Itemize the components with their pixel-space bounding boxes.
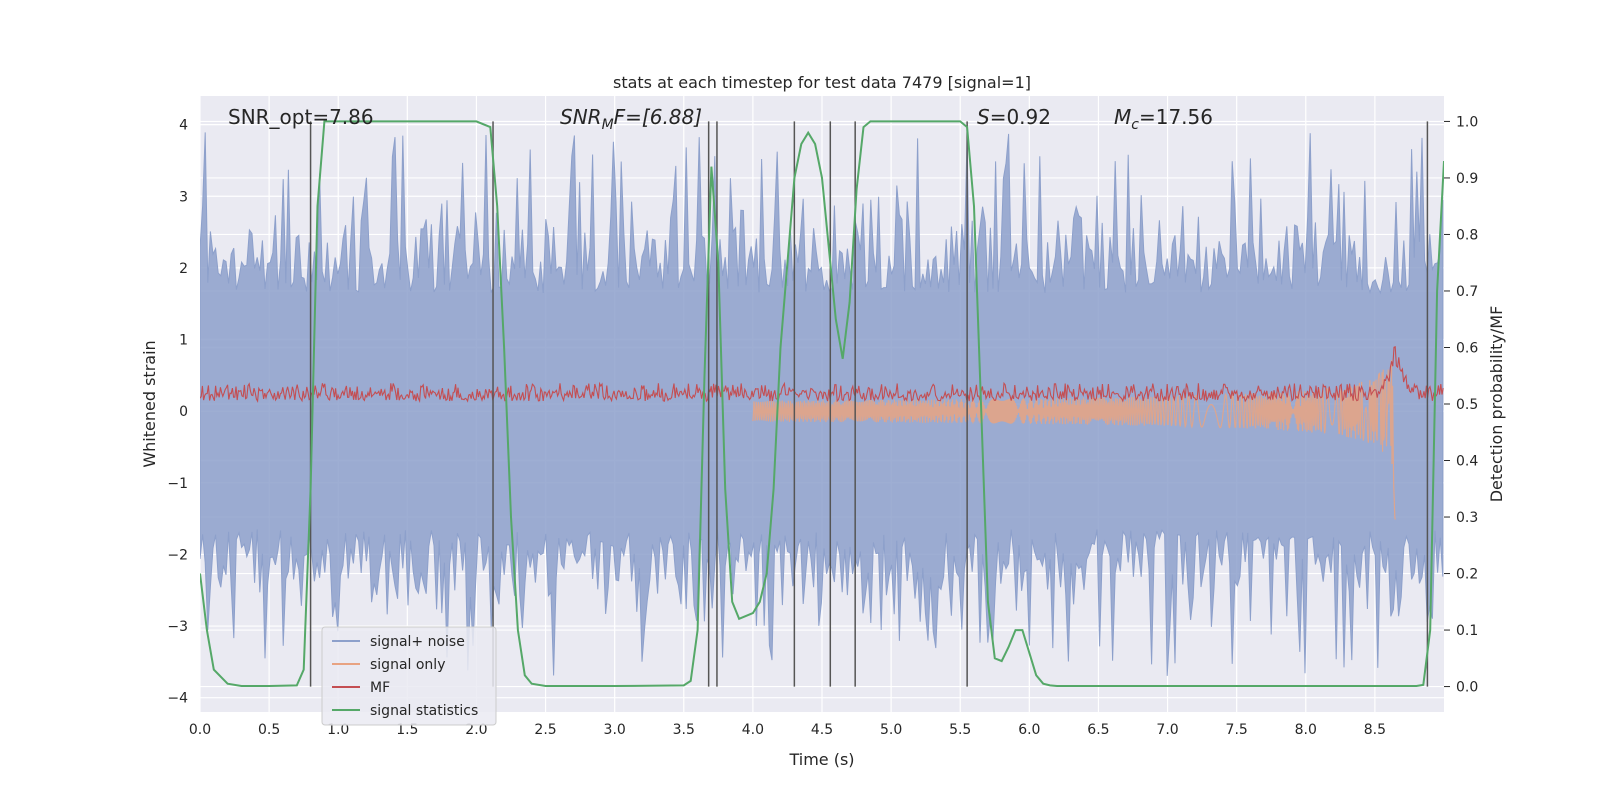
x-tick-label: 6.5: [1087, 722, 1109, 738]
annotation-mc-sub: c: [1131, 117, 1139, 133]
annotation-s-rest: =0.92: [990, 105, 1051, 129]
x-axis-label: Time (s): [788, 750, 854, 769]
y-axis-right-label: Detection probability/MF: [1487, 306, 1506, 503]
legend: signal+ noise signal only MF signal stat…: [321, 626, 497, 726]
annotation-mc-rest: =17.56: [1139, 105, 1213, 129]
x-tick-label: 5.0: [880, 722, 902, 738]
y-right-tick-label: 0.7: [1456, 284, 1478, 300]
y-axis-left-ticks: 4 3 2 1 0 −1 −2 −3 −4: [167, 118, 188, 707]
x-tick-label: 1.0: [327, 722, 349, 738]
x-tick-label: 3.5: [673, 722, 695, 738]
annotation-snr-mf-sub: M: [602, 117, 614, 133]
x-tick-label: 7.0: [1156, 722, 1178, 738]
x-tick-label: 4.0: [742, 722, 764, 738]
y-left-tick-label: 0: [179, 404, 188, 420]
x-axis-ticks: 0.0 0.5 1.0 1.5 2.0 2.5 3.0 3.5 4.0 4.5 5.0 5.5 6.0 6…: [189, 722, 1386, 738]
x-tick-label: 8.0: [1295, 722, 1317, 738]
x-tick-label: 4.5: [811, 722, 833, 738]
y-right-tick-label: 0.4: [1456, 454, 1478, 470]
annotation-s-main: S: [977, 105, 990, 129]
plot-area: [200, 120, 1444, 687]
series-signal-statistics: [200, 120, 1444, 687]
series-mf: [200, 345, 1444, 403]
x-tick-label: 3.0: [604, 722, 626, 738]
y-axis-right-ticks: 1.0 0.9 0.8 0.7 0.6 0.5 0.4 0.3 0.2 0.1 0.0: [1444, 114, 1478, 696]
annotation-snr-mf-rest: F=[6.88]: [614, 105, 702, 129]
y-left-tick-label: −4: [167, 691, 188, 707]
annotation-mc-main: M: [1114, 105, 1131, 129]
legend-box: [321, 626, 497, 726]
y-left-tick-label: −3: [167, 619, 188, 635]
y-right-tick-label: 0.6: [1456, 340, 1478, 356]
x-tick-label: 2.0: [465, 722, 487, 738]
x-tick-label: 2.5: [534, 722, 556, 738]
x-tick-label: 1.5: [396, 722, 418, 738]
annotation-snr-mf-main: SNR: [560, 105, 602, 129]
y-right-tick-label: 0.3: [1456, 510, 1478, 526]
vertical-markers: [309, 121, 1429, 687]
x-tick-label: 6.0: [1018, 722, 1040, 738]
signal-statistics-trace: [200, 120, 1444, 687]
annotation-mc: Mc=17.56: [1114, 105, 1213, 133]
y-right-tick-label: 0.8: [1456, 227, 1478, 243]
y-right-tick-label: 0.9: [1456, 171, 1478, 187]
x-tick-label: 0.0: [189, 722, 211, 738]
y-left-tick-label: 4: [179, 118, 188, 134]
annotation-snr-opt: SNR_opt=7.86: [228, 105, 374, 129]
x-tick-label: 8.5: [1364, 722, 1386, 738]
y-right-tick-label: 0.1: [1456, 623, 1478, 639]
x-tick-label: 5.5: [949, 722, 971, 738]
legend-label-signal-statistics: signal statistics: [370, 703, 478, 719]
y-right-tick-label: 0.0: [1456, 680, 1478, 696]
signal-only-trace: [752, 360, 1396, 520]
legend-label-signal-noise: signal+ noise: [370, 634, 465, 650]
annotation-snr-mf: SNRMF=[6.88]: [560, 105, 702, 133]
y-left-tick-label: 1: [179, 333, 188, 349]
y-right-tick-label: 1.0: [1456, 114, 1478, 130]
legend-label-mf: MF: [370, 680, 390, 696]
x-tick-label: 0.5: [258, 722, 280, 738]
y-left-tick-label: −1: [167, 476, 188, 492]
y-left-tick-label: −2: [167, 547, 188, 563]
chart-title: stats at each timestep for test data 747…: [613, 73, 1031, 92]
legend-label-signal-only: signal only: [370, 657, 445, 673]
series-signal-only: [752, 360, 1396, 520]
y-axis-left-label: Whitened strain: [140, 340, 159, 467]
annotation-s: S=0.92: [977, 105, 1051, 129]
y-right-tick-label: 0.5: [1456, 397, 1478, 413]
x-tick-label: 7.5: [1226, 722, 1248, 738]
y-left-tick-label: 3: [179, 189, 188, 205]
y-right-tick-label: 0.2: [1456, 567, 1478, 583]
mf-trace: [200, 345, 1444, 403]
y-left-tick-label: 2: [179, 261, 188, 277]
